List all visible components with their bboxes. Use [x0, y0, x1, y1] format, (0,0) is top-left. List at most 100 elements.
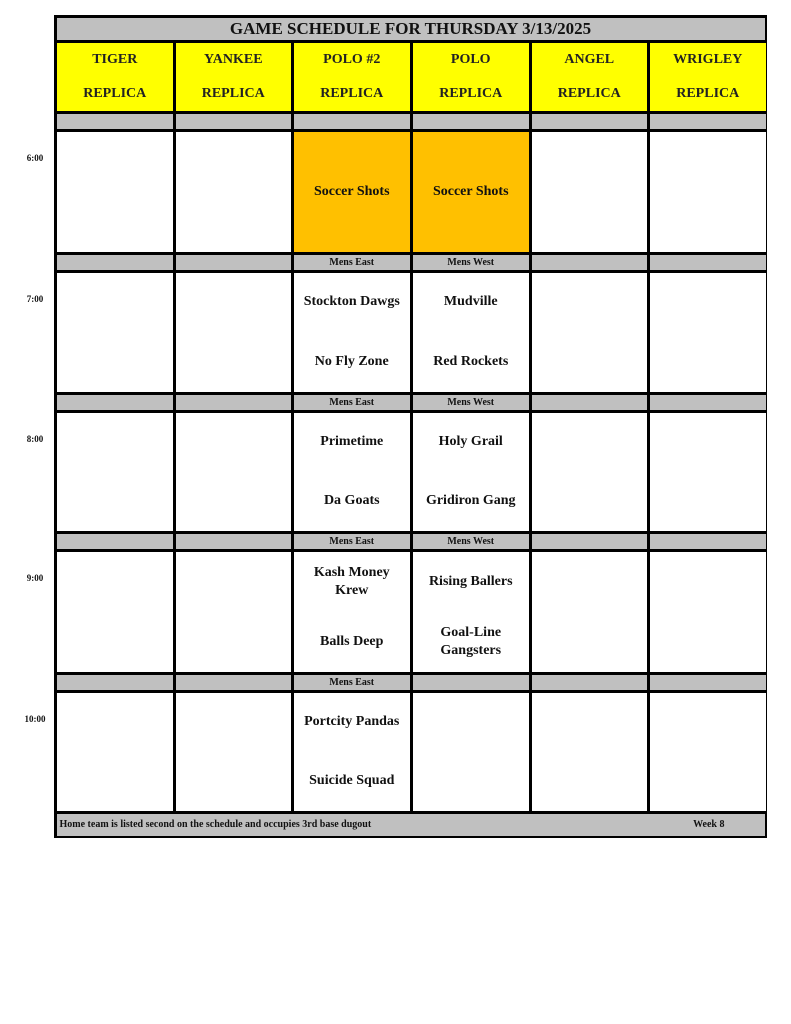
- field-header: WRIGLEY REPLICA: [649, 42, 766, 111]
- game-cell: [649, 412, 766, 531]
- game-cell: [56, 131, 173, 252]
- game-cell: Soccer Shots: [412, 131, 529, 252]
- field-name: POLO: [450, 51, 491, 67]
- field-header: POLO #2 REPLICA: [293, 42, 410, 111]
- game-cell: Holy Grail Gridiron Gang: [412, 412, 529, 531]
- game-cell: [531, 551, 647, 672]
- game-cell: [56, 692, 173, 811]
- division-text: Mens East: [329, 256, 375, 268]
- division-label: [175, 394, 291, 410]
- game-cell: [175, 692, 291, 811]
- team-name: Primetime: [320, 434, 384, 450]
- page-title: GAME SCHEDULE FOR THURSDAY 3/13/2025: [56, 17, 765, 40]
- division-label: [175, 254, 291, 270]
- division-label: Mens West: [412, 254, 529, 270]
- game-cell: Stockton Dawgs No Fly Zone: [293, 272, 410, 392]
- division-label: [649, 674, 766, 690]
- game-cell: [56, 412, 173, 531]
- time-label: 9:00: [26, 573, 44, 583]
- game-cell: [649, 692, 766, 811]
- week-label: Week 8: [693, 819, 725, 830]
- team-name: Soccer Shots: [432, 183, 509, 199]
- field-name: ANGEL: [564, 51, 615, 67]
- team-name: Portcity Pandas: [304, 714, 400, 730]
- division-label: [293, 113, 410, 129]
- footer-bar: Home team is listed second on the schedu…: [56, 813, 765, 836]
- division-label: [649, 394, 766, 410]
- schedule-table: GAME SCHEDULE FOR THURSDAY 3/13/2025 TIGE…: [54, 15, 767, 838]
- game-cell: [412, 692, 529, 811]
- team-name: Da Goats: [323, 493, 380, 509]
- division-label: Mens East: [293, 394, 410, 410]
- division-label: Mens East: [293, 533, 410, 549]
- division-label: [412, 674, 529, 690]
- game-cell: [531, 131, 647, 252]
- game-cell: Rising Ballers Goal-Line Gangsters: [412, 551, 529, 672]
- division-label: [175, 674, 291, 690]
- game-cell: Portcity Pandas Suicide Squad: [293, 692, 410, 811]
- team-name: Gridiron Gang: [425, 493, 516, 509]
- division-label: [649, 113, 766, 129]
- division-text: Mens West: [447, 396, 495, 408]
- division-label: [56, 113, 173, 129]
- field-name: POLO #2: [323, 51, 381, 67]
- field-name: YANKEE: [203, 51, 263, 67]
- game-cell: [531, 272, 647, 392]
- field-type: REPLICA: [557, 85, 621, 101]
- game-cell: [531, 412, 647, 531]
- time-label: 8:00: [26, 434, 44, 444]
- team-name: Soccer Shots: [313, 183, 390, 199]
- division-text: Mens West: [447, 256, 495, 268]
- team-name: Suicide Squad: [309, 773, 395, 789]
- division-label: [56, 533, 173, 549]
- division-label: [531, 113, 647, 129]
- division-label: [531, 674, 647, 690]
- team-name: Goal-Line Gangsters: [440, 624, 502, 658]
- game-cell: Soccer Shots: [293, 131, 410, 252]
- division-label: Mens West: [412, 533, 529, 549]
- field-name: WRIGLEY: [673, 51, 743, 67]
- field-header: ANGEL REPLICA: [531, 42, 647, 111]
- division-text: Mens East: [329, 396, 375, 408]
- division-label: [175, 533, 291, 549]
- division-label: [56, 674, 173, 690]
- field-header: TIGER REPLICA: [56, 42, 173, 111]
- game-cell: [175, 412, 291, 531]
- team-name: Kash Money Krew: [313, 564, 390, 598]
- division-label: Mens East: [293, 254, 410, 270]
- game-cell: [175, 272, 291, 392]
- team-name: Mudville: [443, 294, 498, 310]
- field-type: REPLICA: [439, 85, 503, 101]
- division-text: Mens East: [329, 535, 375, 547]
- division-label: [531, 254, 647, 270]
- field-type: REPLICA: [320, 85, 384, 101]
- time-label: 7:00: [26, 294, 44, 304]
- time-label: 6:00: [26, 153, 44, 163]
- division-label: Mens West: [412, 394, 529, 410]
- team-name: Stockton Dawgs: [303, 294, 400, 310]
- game-cell: Mudville Red Rockets: [412, 272, 529, 392]
- field-type: REPLICA: [83, 85, 147, 101]
- game-cell: [649, 551, 766, 672]
- division-label: [531, 394, 647, 410]
- field-header: POLO REPLICA: [412, 42, 529, 111]
- game-cell: Kash Money Krew Balls Deep: [293, 551, 410, 672]
- field-header: YANKEE REPLICA: [175, 42, 291, 111]
- field-type: REPLICA: [676, 85, 740, 101]
- division-label: [412, 113, 529, 129]
- team-name: Rising Ballers: [428, 573, 513, 589]
- time-label: 10:00: [24, 714, 46, 724]
- game-cell: [649, 131, 766, 252]
- field-name: TIGER: [92, 51, 138, 67]
- division-text: Mens West: [447, 535, 495, 547]
- division-label: [175, 113, 291, 129]
- division-label: [531, 533, 647, 549]
- team-name: Red Rockets: [433, 354, 509, 370]
- game-cell: [649, 272, 766, 392]
- division-label: Mens East: [293, 674, 410, 690]
- division-label: [649, 254, 766, 270]
- game-cell: Primetime Da Goats: [293, 412, 410, 531]
- team-name: Holy Grail: [438, 434, 503, 450]
- game-cell: [56, 551, 173, 672]
- team-name: No Fly Zone: [314, 354, 389, 370]
